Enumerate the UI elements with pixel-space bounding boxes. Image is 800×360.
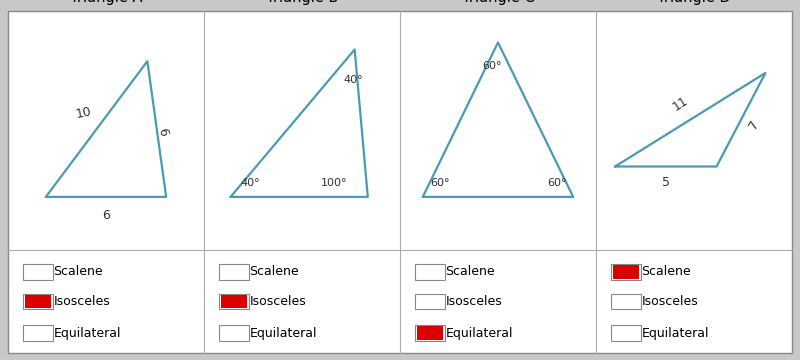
Bar [219,325,250,341]
Text: 11: 11 [670,94,691,113]
Bar [219,294,250,309]
Bar [613,265,639,279]
Text: 60°: 60° [482,61,502,71]
Bar [415,325,446,341]
Bar [23,325,54,341]
Bar [23,294,54,309]
Text: Scalene: Scalene [54,265,103,278]
Text: Equilateral: Equilateral [250,327,317,340]
Text: Equilateral: Equilateral [642,327,709,340]
Text: 40°: 40° [240,178,259,188]
Bar [415,264,446,280]
Bar [219,264,250,280]
Bar [221,294,247,309]
Text: 60°: 60° [430,178,450,188]
Text: 60°: 60° [547,178,566,188]
Text: Isosceles: Isosceles [642,295,698,308]
Text: Triangle A: Triangle A [70,0,142,5]
Text: Equilateral: Equilateral [446,327,513,340]
Text: Triangle D: Triangle D [657,0,731,5]
Bar [415,294,446,309]
Bar [611,294,642,309]
Text: 6: 6 [155,126,170,137]
Text: 10: 10 [74,105,93,121]
Bar [25,294,51,309]
Bar [23,264,54,280]
Text: Scalene: Scalene [250,265,299,278]
Text: 7: 7 [746,118,762,131]
Bar [417,326,443,340]
Text: Isosceles: Isosceles [446,295,502,308]
Text: Scalene: Scalene [642,265,691,278]
Bar [611,264,642,280]
Text: 100°: 100° [321,178,347,188]
Text: 40°: 40° [343,75,363,85]
Text: Triangle C: Triangle C [462,0,534,5]
Text: Isosceles: Isosceles [250,295,306,308]
Text: Triangle B: Triangle B [266,0,338,5]
Text: 5: 5 [662,176,670,189]
Text: Scalene: Scalene [446,265,495,278]
Text: 6: 6 [102,209,110,222]
Bar [611,325,642,341]
Text: Isosceles: Isosceles [54,295,110,308]
Text: Equilateral: Equilateral [54,327,121,340]
